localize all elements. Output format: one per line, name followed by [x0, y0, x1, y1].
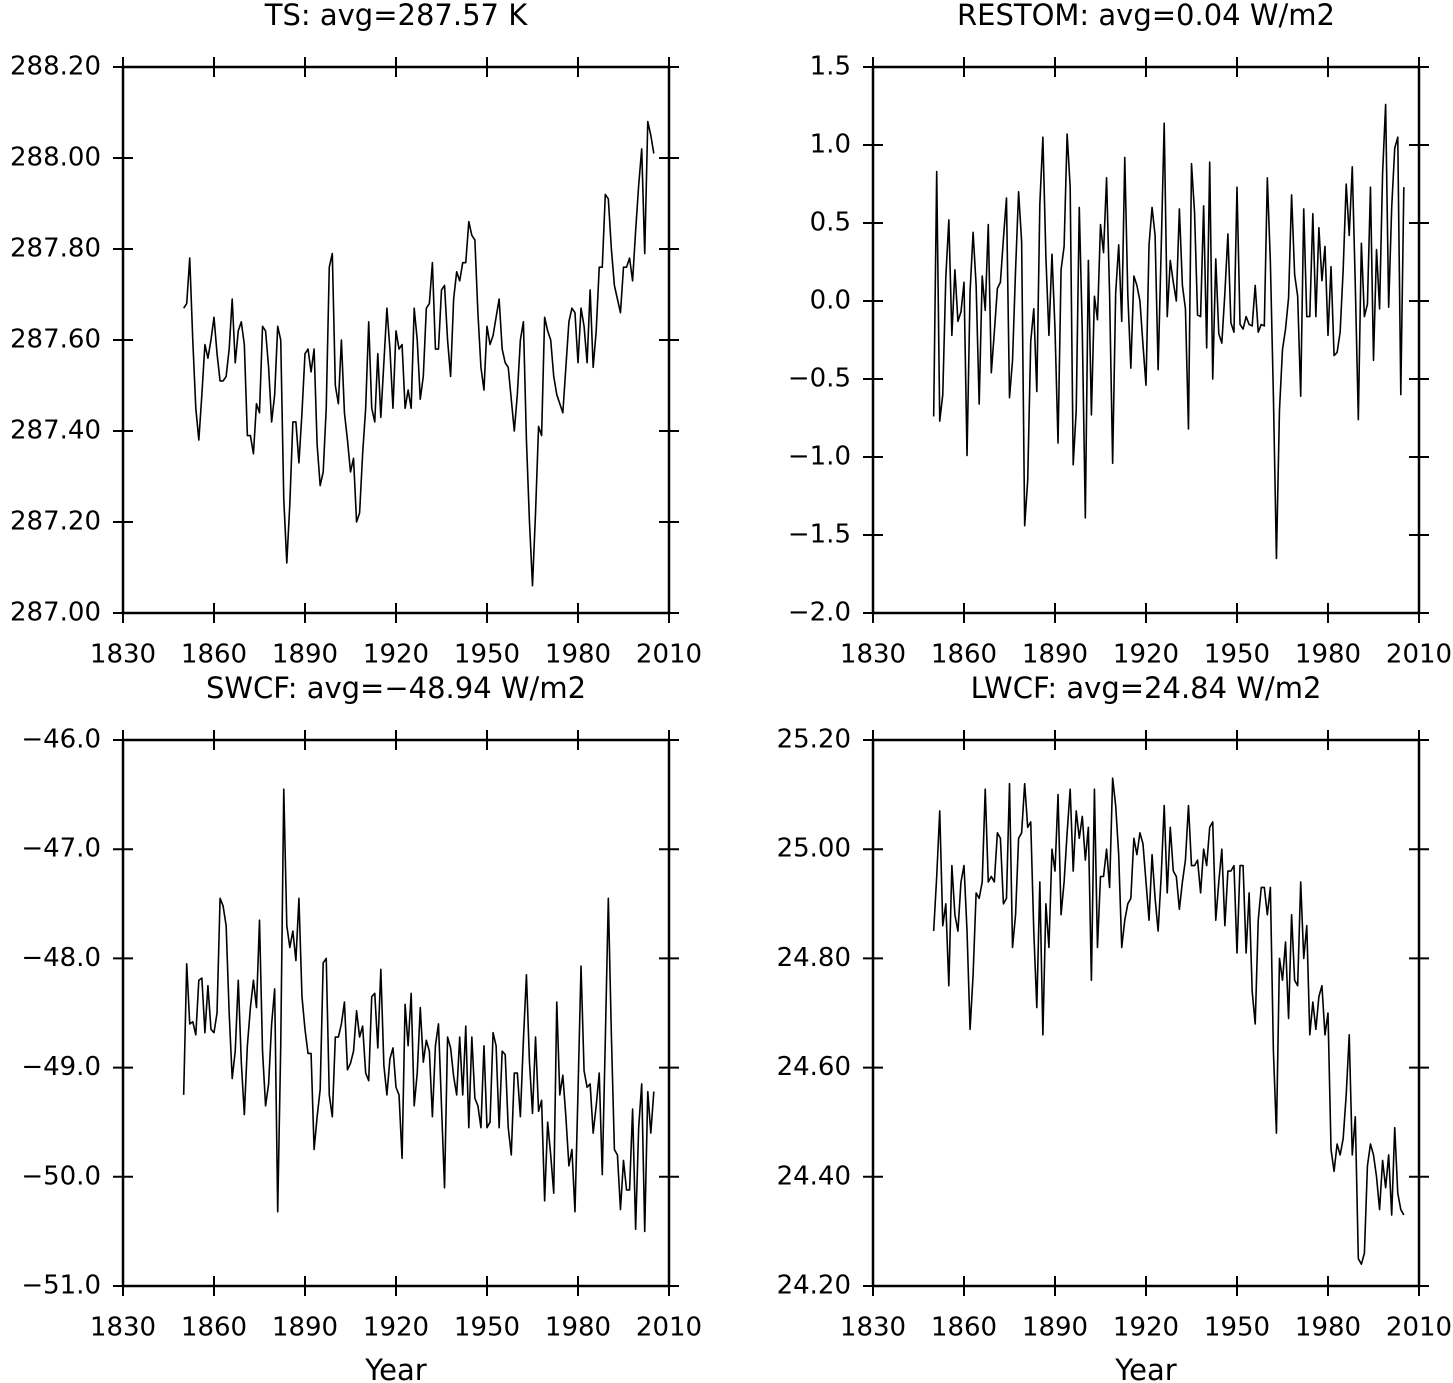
y-tick-label: 287.40 [10, 416, 101, 446]
y-tick-label: 288.00 [10, 143, 101, 173]
y-tick-label: 287.60 [10, 325, 101, 355]
x-tick-label: 1950 [454, 640, 520, 670]
x-tick-label: 1890 [1022, 1313, 1088, 1343]
y-tick-label: 25.00 [777, 834, 851, 864]
panel: LWCF: avg=24.84 W/m2 Year 24.20 24.40 24.60 2… [777, 671, 1453, 1383]
panel: SWCF: avg=−48.94 W/m2 Year −51.0 −50.0 −49.0… [21, 671, 702, 1383]
x-axis-label: Year [1114, 1353, 1176, 1383]
chart-title: RESTOM: avg=0.04 W/m2 [957, 0, 1335, 32]
x-tick-label: 2010 [636, 640, 702, 670]
x-tick-label: 1860 [931, 1313, 997, 1343]
x-tick-label: 1890 [272, 640, 338, 670]
x-tick-label: 1830 [90, 1313, 156, 1343]
plot-frame [121, 738, 671, 1288]
panel: TS: avg=287.57 K 287.00 287.20 287.40 287.60… [10, 0, 702, 670]
x-tick-label: 1980 [1295, 640, 1361, 670]
chart-title: LWCF: avg=24.84 W/m2 [971, 671, 1322, 705]
data-line [183, 120, 655, 587]
x-tick-label: 1830 [90, 640, 156, 670]
x-tick-label: 1950 [1204, 1313, 1270, 1343]
x-tick-label: 1830 [840, 1313, 906, 1343]
y-tick-label: −0.5 [788, 364, 851, 394]
y-tick-label: −51.0 [21, 1271, 101, 1301]
x-tick-label: 1890 [1022, 640, 1088, 670]
x-tick-label: 1860 [181, 1313, 247, 1343]
plot-frame [871, 738, 1421, 1288]
x-tick-label: 1860 [931, 640, 997, 670]
y-tick-label: 1.5 [810, 52, 851, 82]
data-line [182, 788, 655, 1233]
x-tick-label: 1920 [1113, 640, 1179, 670]
x-tick-label: 1980 [545, 1313, 611, 1343]
y-tick-label: −2.0 [788, 598, 851, 628]
x-axis-label: Year [364, 1353, 426, 1383]
y-tick-label: −49.0 [21, 1052, 101, 1082]
x-tick-label: 1980 [1295, 1313, 1361, 1343]
y-tick-label: −46.0 [21, 725, 101, 755]
y-tick-label: 24.60 [777, 1052, 851, 1082]
plot-frame [871, 65, 1421, 615]
y-tick-label: −1.0 [788, 442, 851, 472]
x-tick-label: 1980 [545, 640, 611, 670]
y-tick-label: 1.0 [810, 130, 851, 160]
x-tick-label: 1950 [454, 1313, 520, 1343]
x-tick-label: 1920 [1113, 1313, 1179, 1343]
y-tick-label: 287.80 [10, 234, 101, 264]
y-tick-label: 25.20 [777, 725, 851, 755]
x-tick-label: 1860 [181, 640, 247, 670]
plot-frame [121, 65, 671, 615]
y-tick-label: −48.0 [21, 943, 101, 973]
chart-title: TS: avg=287.57 K [264, 0, 528, 32]
data-line [932, 777, 1405, 1265]
y-tick-label: −50.0 [21, 1161, 101, 1191]
x-tick-label: 2010 [1386, 640, 1452, 670]
y-tick-label: 288.20 [10, 52, 101, 82]
y-tick-label: 0.5 [810, 208, 851, 238]
x-tick-label: 1830 [840, 640, 906, 670]
y-tick-label: 24.80 [777, 943, 851, 973]
x-tick-label: 1920 [363, 1313, 429, 1343]
y-tick-label: 24.40 [777, 1161, 851, 1191]
x-tick-label: 1920 [363, 640, 429, 670]
x-tick-label: 1890 [272, 1313, 338, 1343]
y-tick-label: 287.00 [10, 598, 101, 628]
x-tick-label: 2010 [636, 1313, 702, 1343]
y-tick-label: −1.5 [788, 520, 851, 550]
y-tick-label: 24.20 [777, 1271, 851, 1301]
y-tick-label: 287.20 [10, 507, 101, 537]
x-tick-label: 2010 [1386, 1313, 1452, 1343]
x-tick-label: 1950 [1204, 640, 1270, 670]
chart-title: SWCF: avg=−48.94 W/m2 [206, 671, 586, 705]
y-tick-label: −47.0 [21, 834, 101, 864]
panel: RESTOM: avg=0.04 W/m2 −2.0 −1.5 −1.0 −0.5 0.0… [788, 0, 1452, 670]
y-tick-label: 0.0 [810, 286, 851, 316]
data-line [932, 103, 1405, 560]
